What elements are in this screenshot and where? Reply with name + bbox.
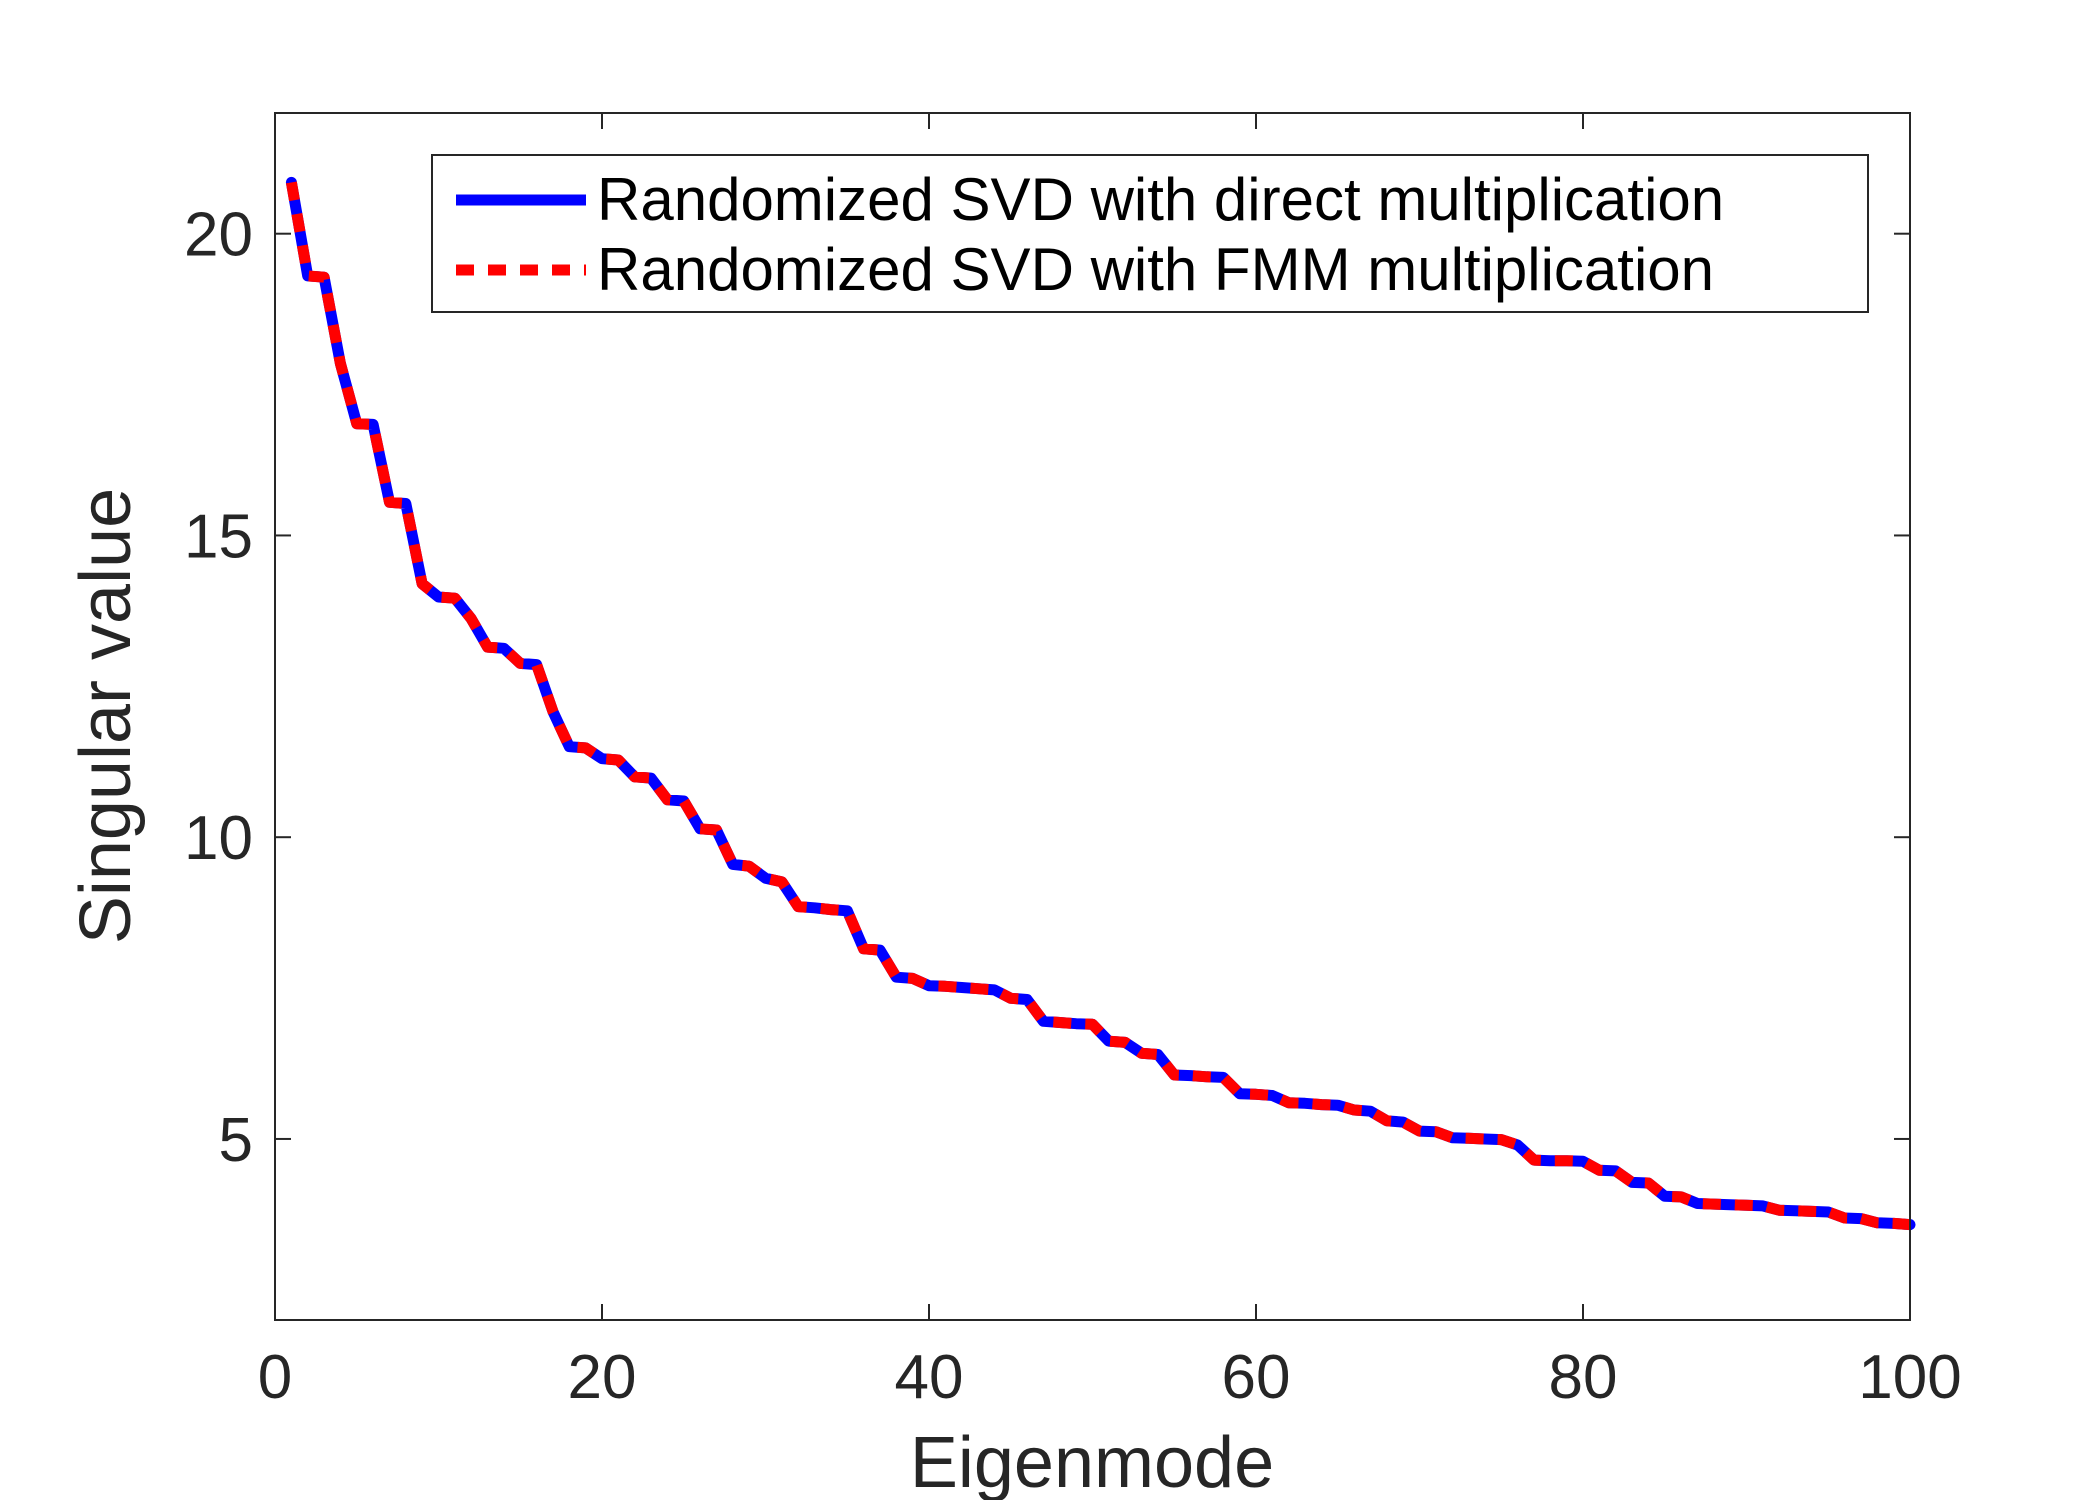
tick-labels-layer: 0 20 40 60 80 100 5 10 15 20 xyxy=(184,201,1962,1412)
y-tick-label: 15 xyxy=(184,502,253,571)
series-line-2 xyxy=(285,181,1911,1231)
y-tick-label: 20 xyxy=(184,201,253,270)
legend: Randomized SVD with direct multiplicatio… xyxy=(431,154,1869,313)
x-tick-label: 0 xyxy=(258,1343,292,1412)
legend-label-1: Randomized SVD with direct multiplicatio… xyxy=(597,166,1724,233)
legend-box xyxy=(431,154,1869,313)
x-axis-label: Eigenmode xyxy=(910,1423,1274,1500)
x-tick-label: 100 xyxy=(1858,1343,1961,1412)
axes-box xyxy=(274,112,1911,1321)
y-tick-label: 10 xyxy=(184,804,253,873)
x-tick-label: 40 xyxy=(895,1343,964,1412)
x-tick-label: 80 xyxy=(1549,1343,1618,1412)
series-layer xyxy=(285,176,1916,1231)
legend-label-2: Randomized SVD with FMM multiplication xyxy=(597,236,1714,303)
plot-area xyxy=(275,113,1910,1320)
x-tick-label: 20 xyxy=(568,1343,637,1412)
x-tick-label: 60 xyxy=(1222,1343,1291,1412)
y-axis-label: Singular value xyxy=(66,488,146,944)
y-tick-label: 5 xyxy=(219,1106,253,1175)
